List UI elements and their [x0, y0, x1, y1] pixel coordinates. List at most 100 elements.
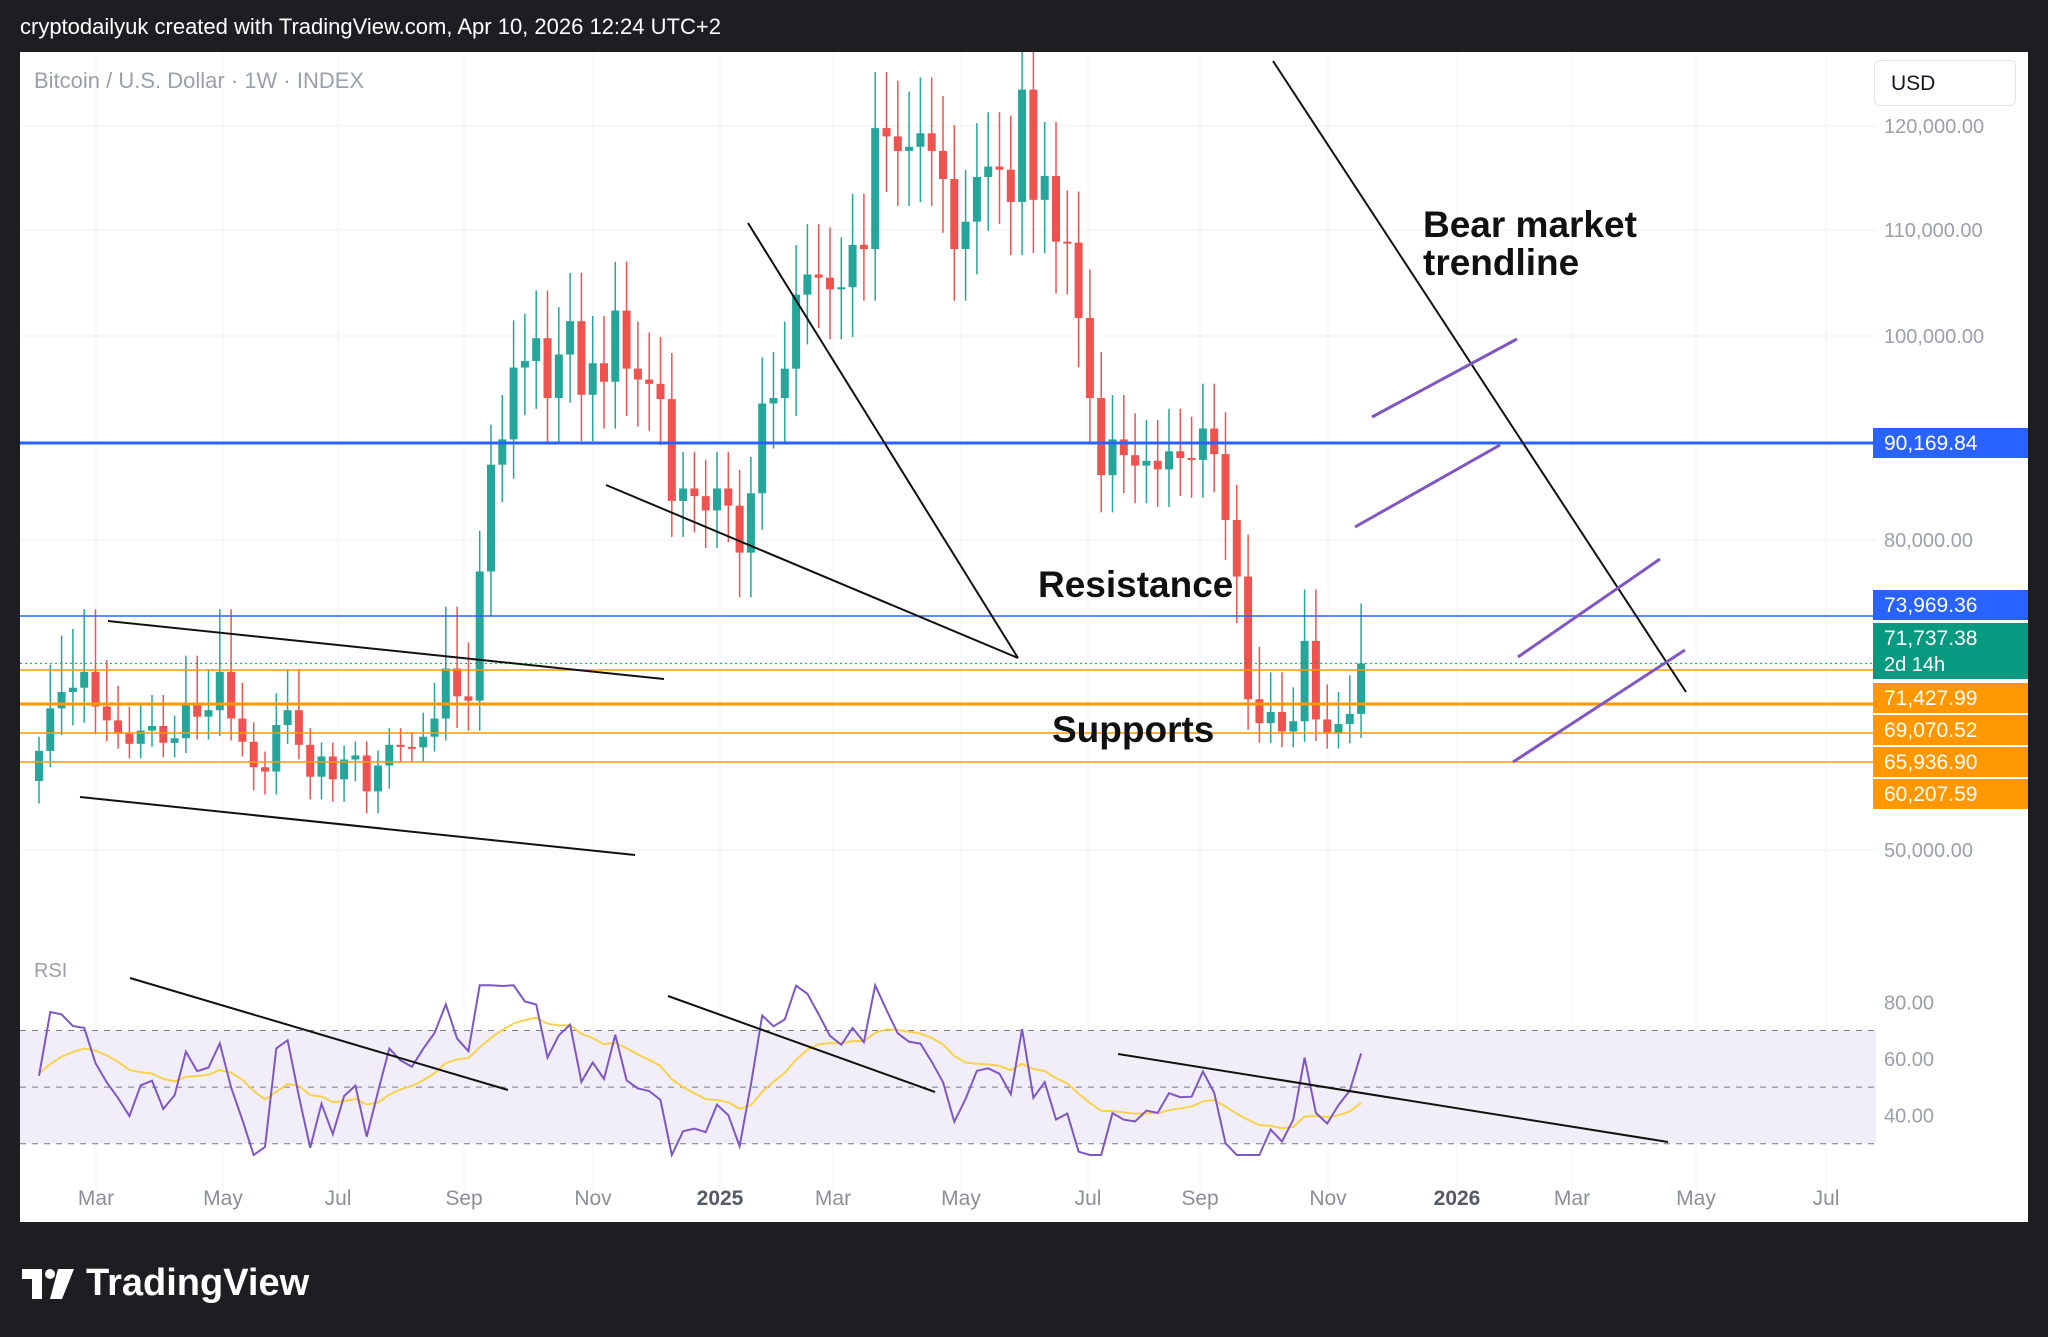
- candle-body: [701, 496, 710, 511]
- price-chart[interactable]: 120,000.00 110,000.00 100,000.00 80,000.00 5…: [20, 52, 2028, 1222]
- tradingview-logo-icon: [22, 1268, 74, 1299]
- x-tick-label: Mar: [815, 1187, 851, 1210]
- rsi-label: RSI: [34, 960, 68, 982]
- price-label-box: [1873, 715, 2028, 745]
- candle-body: [1006, 169, 1015, 202]
- candle-body: [91, 671, 100, 707]
- candle-body: [984, 166, 993, 177]
- candle-body: [1221, 454, 1230, 520]
- x-tick-label: Jul: [325, 1187, 352, 1210]
- candle-body: [950, 179, 959, 250]
- candle-body: [1108, 439, 1117, 476]
- candle-body: [972, 176, 981, 222]
- candle-body: [227, 671, 236, 719]
- candle-body: [758, 403, 767, 494]
- candle-body: [1345, 713, 1354, 725]
- candle-body: [554, 354, 563, 399]
- candle-body: [57, 692, 66, 709]
- candle-body: [453, 668, 462, 697]
- candle-body: [780, 368, 789, 399]
- candle-body: [1244, 576, 1253, 700]
- candle-body: [939, 150, 947, 180]
- bear-trendline-annotation: Bear market trendline: [1423, 206, 1637, 282]
- candle-body: [487, 464, 495, 572]
- chart-panel[interactable]: 120,000.00 110,000.00 100,000.00 80,000.00 5…: [20, 52, 2028, 1222]
- candle-body: [249, 741, 258, 768]
- candle-body: [622, 310, 631, 369]
- price-label: 65,936.90: [1884, 751, 1977, 774]
- bear-annotation-line1: Bear market: [1423, 204, 1637, 245]
- candle-body: [340, 759, 349, 780]
- candle-body: [1289, 721, 1298, 732]
- candle-body: [893, 136, 902, 151]
- candle-body: [656, 383, 665, 400]
- candle-body: [1278, 712, 1286, 732]
- currency-button[interactable]: USD: [1874, 60, 2016, 106]
- candle-body: [1142, 460, 1151, 466]
- price-label-box: [1873, 747, 2028, 777]
- price-label: 60,207.59: [1884, 783, 1977, 806]
- x-tick-label: 2026: [1434, 1187, 1481, 1210]
- x-tick-label: Jul: [1813, 1187, 1840, 1210]
- candle-body: [1232, 519, 1241, 577]
- candle-body: [905, 146, 914, 151]
- candle-body: [645, 379, 654, 384]
- candle-body: [1334, 724, 1343, 734]
- candle-body: [848, 244, 857, 288]
- candle-body: [837, 287, 846, 290]
- candle-body: [735, 505, 744, 553]
- candle-body: [475, 571, 484, 701]
- price-label: 71,427.99: [1884, 687, 1977, 710]
- candle-body: [724, 488, 733, 506]
- channel-line: [1517, 557, 1661, 659]
- price-label-countdown: 2d 14h: [1884, 654, 1945, 676]
- candle-body: [859, 244, 868, 250]
- y-tick-label: 100,000.00: [1884, 326, 1984, 348]
- candle-body: [1357, 663, 1366, 714]
- candle-body: [294, 710, 303, 745]
- candle-body: [1311, 640, 1320, 720]
- candle-body: [1255, 699, 1264, 724]
- supports-annotation: Supports: [1052, 709, 1215, 750]
- candle-body: [181, 704, 190, 739]
- x-tick-label: Sep: [1181, 1187, 1218, 1210]
- candle-body: [1097, 398, 1106, 476]
- candle-body: [713, 488, 721, 511]
- candle-body: [204, 710, 213, 717]
- x-tick-label: Nov: [574, 1187, 612, 1210]
- x-tick-label: May: [941, 1187, 981, 1210]
- candle-body: [588, 363, 597, 395]
- resistance-annotation: Resistance: [1038, 564, 1234, 605]
- candle-body: [283, 710, 292, 726]
- x-tick-label: Sep: [445, 1187, 482, 1210]
- candle-body: [667, 399, 676, 501]
- rsi-line: [38, 982, 1363, 1159]
- candle-body: [961, 221, 970, 250]
- candle-body: [927, 133, 936, 151]
- candle-body: [1119, 439, 1128, 456]
- x-tick-label: May: [1676, 1187, 1716, 1210]
- footer-branding: TradingView: [22, 1262, 309, 1305]
- candle-body: [1040, 175, 1049, 200]
- candle-body: [464, 696, 473, 701]
- candle-body: [871, 128, 880, 250]
- candle-body: [690, 488, 699, 497]
- candle-body: [1323, 719, 1332, 734]
- candle-body: [80, 671, 89, 688]
- price-label: 71,737.38: [1884, 627, 1977, 650]
- candle-body: [1052, 175, 1060, 242]
- candle-body: [679, 488, 688, 501]
- candle-body: [148, 725, 156, 731]
- price-label-box: [1873, 683, 2028, 713]
- candle-body: [385, 744, 394, 766]
- candle-body: [826, 277, 834, 290]
- rsi-trendline: [129, 977, 509, 1091]
- price-label-box: [1873, 779, 2028, 809]
- candle-body: [35, 750, 43, 782]
- candle-body: [633, 368, 642, 380]
- trendline: [107, 620, 665, 680]
- candle-body: [46, 708, 55, 751]
- candle-body: [193, 704, 202, 717]
- price-label: 69,070.52: [1884, 719, 1977, 742]
- candle-body: [1300, 640, 1309, 722]
